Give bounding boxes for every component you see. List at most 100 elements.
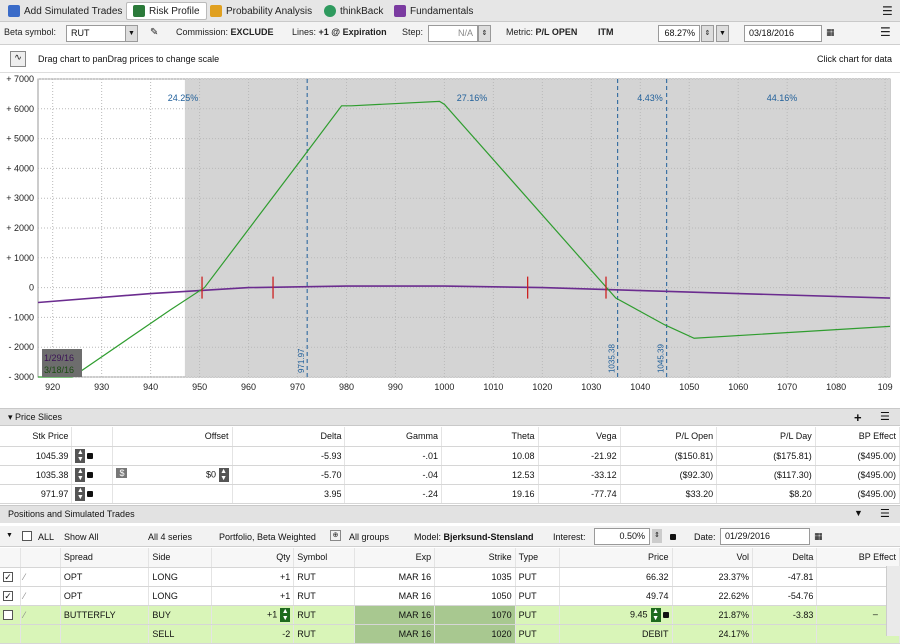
position-cell[interactable]: 9.45 ▲ ▼ [559,605,673,625]
position-cell[interactable]: SELL [148,624,212,644]
slice-controls[interactable]: ▲ ▼ [71,465,114,485]
series-dropdown[interactable]: All 4 series [148,532,193,542]
collapse-positions-icon[interactable]: ▼ [854,508,863,518]
lock-icon[interactable] [87,452,94,459]
price-slice-row[interactable]: 1045.39 ▲ ▼ -5.93 -.01 10.08 -21.92 ($150.81) ($… [0,446,900,466]
position-cell[interactable]: MAR 16 [354,624,436,644]
beta-symbol-input[interactable]: RUT [66,25,126,42]
toolbar-menu-icon[interactable]: ☰ [880,25,891,39]
slice-controls[interactable]: ▲ ▼ [71,446,114,466]
add-slice-icon[interactable]: + [854,410,862,425]
offset[interactable] [112,446,233,466]
itm-dropdown[interactable]: ▼ [716,25,729,42]
offset-stepper[interactable]: ▲ ▼ [218,467,229,482]
metric-value[interactable]: P/L OPEN [535,27,578,37]
tab-add-simulated-trades[interactable]: Add Simulated Trades [2,2,128,20]
itm-input[interactable]: 68.27% [658,25,700,42]
position-cell[interactable]: 24.17% [672,624,754,644]
position-cell[interactable]: RUT [293,624,355,644]
row-check[interactable]: ✓ [0,586,21,606]
position-cell[interactable]: DEBIT [559,624,673,644]
position-cell[interactable]: RUT [293,605,355,625]
row-checkbox[interactable]: ✓ [3,571,13,582]
group-icon[interactable]: ⊕ [330,530,341,541]
menu-icon[interactable]: ☰ [882,4,893,18]
stk-price[interactable]: 1045.39 [0,446,73,466]
position-cell[interactable]: BUTTERFLY [60,605,150,625]
tab-risk-profile[interactable]: Risk Profile [126,2,207,20]
position-cell[interactable]: -2 [211,624,295,644]
position-cell[interactable] [60,624,150,644]
position-cell[interactable]: BUY [148,605,212,625]
tab-probability-analysis[interactable]: Probability Analysis [204,2,318,20]
position-row[interactable]: SELL -2 RUT MAR 16 1020 PUT DEBIT 24.17% [0,624,900,644]
commission-value[interactable]: EXCLUDE [230,27,274,37]
price-stepper[interactable]: ▲ ▼ [650,607,661,622]
position-cell[interactable]: MAR 16 [354,605,436,625]
stepper-icon[interactable]: ▲ ▼ [75,448,86,463]
date-input[interactable]: 03/18/2016 [744,25,822,42]
x-tick-label: 990 [388,382,403,392]
tab-fundamentals[interactable]: Fundamentals [388,2,479,20]
calendar-icon[interactable]: ▦ [814,531,823,541]
position-cell[interactable]: -3.83 [752,605,818,625]
positions-date-input[interactable]: 01/29/2016 [720,528,810,545]
slice-cell: -.24 [344,484,442,504]
position-cell[interactable]: PUT [515,624,560,644]
portfolio-dropdown[interactable]: Portfolio, Beta Weighted [219,532,316,542]
position-cell[interactable]: 1070 [434,605,516,625]
calendar-icon[interactable]: ▦ [826,27,835,37]
collapse-icon[interactable]: ▾ [8,412,13,422]
lock-icon[interactable] [87,490,94,497]
step-stepper[interactable]: ⇕ [478,25,491,42]
offset[interactable]: $ $0 ▲ ▼ [112,465,233,485]
slices-menu-icon[interactable]: ☰ [880,411,890,423]
position-cell[interactable]: 1020 [434,624,516,644]
stepper-icon[interactable]: ▲ ▼ [75,486,86,501]
position-cell[interactable]: PUT [515,605,560,625]
tab-thinkback[interactable]: thinkBack [318,2,389,20]
lock-icon[interactable] [662,611,669,618]
show-all-dropdown[interactable]: Show All [64,532,99,542]
row-check[interactable] [0,624,21,644]
itm-stepper[interactable]: ⇕ [701,25,714,42]
position-row[interactable]: ✓ ⁄ OPT LONG +1 RUT MAR 16 1050 PUT 49.74 22.62% -5… [0,586,900,606]
cell-value: 23.37% [718,571,750,582]
stk-price[interactable]: 971.97 [0,484,73,504]
dollar-icon[interactable]: $ [116,467,128,478]
slice-controls[interactable]: ▲ ▼ [71,484,114,504]
lock-icon[interactable] [87,471,94,478]
row-check[interactable] [0,605,21,625]
row-checkbox[interactable]: ✓ [3,590,13,601]
position-row[interactable]: ✓ ⁄ OPT LONG +1 RUT MAR 16 1035 PUT 66.32 23.37% -4… [0,567,900,587]
qty-stepper[interactable]: ▲ ▼ [280,607,291,622]
position-cell[interactable]: 21.87% [672,605,754,625]
interest-stepper[interactable]: ⇕ [652,529,662,543]
expand-all-icon[interactable]: ▼ [6,532,13,539]
stk-price[interactable]: 1035.38 [0,465,73,485]
row-check[interactable]: ✓ [0,567,21,587]
stepper-icon[interactable]: ▲ ▼ [75,467,86,482]
groups-dropdown[interactable]: All groups [349,532,390,542]
lock-icon[interactable] [670,534,676,540]
link-icon[interactable]: ✎ [150,27,159,38]
position-cell[interactable]: +1 ▲ ▼ [211,605,295,625]
offset[interactable] [112,484,233,504]
itm-label[interactable]: ITM [598,27,614,37]
positions-menu-icon[interactable]: ☰ [880,508,890,520]
positions-scrollbar[interactable] [886,566,900,636]
step-input[interactable]: N/A [428,25,478,42]
chart-style-icon[interactable]: ∿ [10,51,26,67]
lines-value[interactable]: +1 @ Expiration [318,27,387,37]
price-slice-row[interactable]: 1035.38 ▲ ▼ $ $0 ▲ ▼ -5.70 -.04 12.53 -33.12 ($92.… [0,465,900,485]
position-row[interactable]: ⁄ BUTTERFLY BUY +1 ▲ ▼ RUT MAR 16 1070 PUT 9.45 ▲ ▼ 2… [0,605,900,625]
price-slice-row[interactable]: 971.97 ▲ ▼ 3.95 -.24 19.16 -77.74 $33.20 $8.20 ($… [0,484,900,504]
position-cell[interactable] [752,624,818,644]
interest-input[interactable]: 0.50% [594,528,650,545]
model-dropdown[interactable]: Bjerksund-Stensland [443,532,534,542]
row-checkbox[interactable] [3,609,13,620]
risk-profile-chart[interactable]: + 7000 + 6000 + 5000 + 4000 + 3000 + 2000 + 10… [0,73,900,398]
cell-value: PUT [518,609,537,620]
select-all-checkbox[interactable] [22,531,32,541]
beta-dropdown[interactable]: ▼ [125,25,138,42]
